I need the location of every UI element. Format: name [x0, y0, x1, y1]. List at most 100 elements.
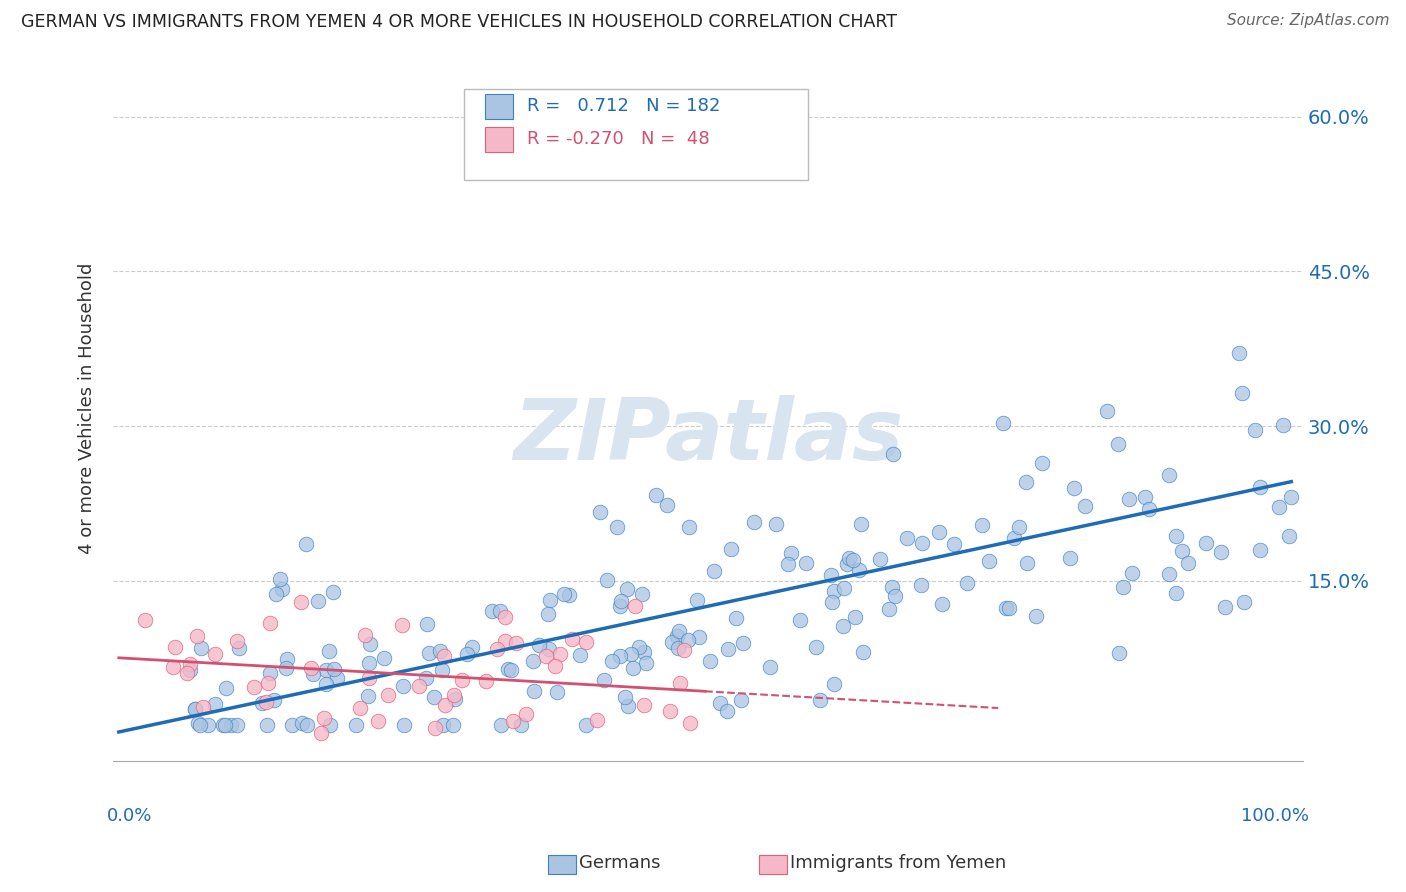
Point: [688, 630, 710, 644]
Point: [163, 640, 186, 654]
Point: [998, 601, 1021, 615]
Point: [256, 718, 278, 732]
Point: [720, 541, 742, 556]
Text: Germans: Germans: [579, 855, 661, 872]
Text: Source: ZipAtlas.com: Source: ZipAtlas.com: [1226, 13, 1389, 29]
Point: [557, 588, 579, 602]
Point: [264, 587, 287, 601]
Point: [294, 537, 316, 551]
Point: [179, 657, 201, 671]
Point: [823, 677, 845, 691]
Point: [1025, 609, 1047, 624]
Point: [669, 676, 692, 690]
Point: [661, 634, 683, 648]
Point: [544, 658, 567, 673]
Point: [415, 671, 437, 685]
Point: [548, 647, 571, 661]
Point: [1002, 531, 1025, 545]
Point: [1166, 529, 1188, 543]
Point: [537, 607, 560, 622]
Point: [1008, 520, 1031, 534]
Point: [325, 671, 347, 685]
Point: [302, 667, 325, 681]
Point: [408, 679, 430, 693]
Point: [527, 638, 550, 652]
Point: [1095, 403, 1118, 417]
Point: [443, 688, 465, 702]
Point: [879, 601, 901, 615]
Point: [184, 702, 207, 716]
Point: [359, 637, 381, 651]
Point: [299, 661, 322, 675]
Point: [1121, 566, 1143, 581]
Point: [703, 564, 725, 578]
Point: [666, 629, 689, 643]
Point: [204, 697, 226, 711]
Point: [679, 715, 702, 730]
Point: [1059, 551, 1081, 566]
Point: [1209, 545, 1232, 559]
Point: [433, 698, 456, 712]
Point: [418, 647, 440, 661]
Point: [441, 718, 464, 732]
Point: [931, 597, 953, 611]
Point: [1031, 456, 1053, 470]
Point: [808, 693, 831, 707]
Point: [451, 673, 474, 687]
Point: [505, 636, 527, 650]
Point: [606, 520, 628, 534]
Point: [489, 718, 512, 732]
Point: [730, 693, 752, 707]
Point: [1249, 480, 1271, 494]
Point: [928, 525, 950, 540]
Point: [190, 640, 212, 655]
Point: [1171, 544, 1194, 558]
Point: [942, 537, 965, 551]
Point: [725, 611, 748, 625]
Point: [831, 618, 853, 632]
Point: [593, 673, 616, 688]
Point: [309, 726, 332, 740]
Point: [367, 714, 389, 728]
Point: [733, 636, 755, 650]
Point: [228, 640, 250, 655]
Point: [510, 718, 533, 732]
Point: [423, 690, 446, 704]
Point: [281, 718, 304, 732]
Point: [373, 651, 395, 665]
Point: [349, 701, 371, 715]
Point: [778, 557, 800, 571]
Point: [553, 587, 575, 601]
Point: [538, 642, 561, 657]
Point: [433, 649, 456, 664]
Point: [214, 718, 236, 732]
Point: [534, 649, 557, 664]
Point: [882, 447, 904, 461]
Point: [357, 689, 380, 703]
Text: R =   0.712   N = 182: R = 0.712 N = 182: [527, 97, 721, 115]
Point: [869, 552, 891, 566]
Point: [699, 654, 721, 668]
Point: [644, 488, 666, 502]
Point: [162, 659, 184, 673]
Point: [628, 640, 651, 654]
Point: [295, 718, 318, 732]
Point: [1157, 468, 1180, 483]
Point: [186, 629, 208, 643]
Point: [575, 635, 598, 649]
Point: [956, 576, 979, 591]
Point: [315, 664, 337, 678]
Point: [561, 632, 583, 646]
Point: [225, 718, 247, 732]
Point: [1177, 556, 1199, 570]
Point: [276, 652, 298, 666]
Point: [496, 662, 519, 676]
Point: [630, 587, 652, 601]
Point: [318, 644, 340, 658]
Point: [191, 699, 214, 714]
Point: [1278, 529, 1301, 543]
Point: [291, 716, 314, 731]
Point: [717, 642, 740, 657]
Point: [391, 618, 413, 632]
Point: [314, 710, 336, 724]
